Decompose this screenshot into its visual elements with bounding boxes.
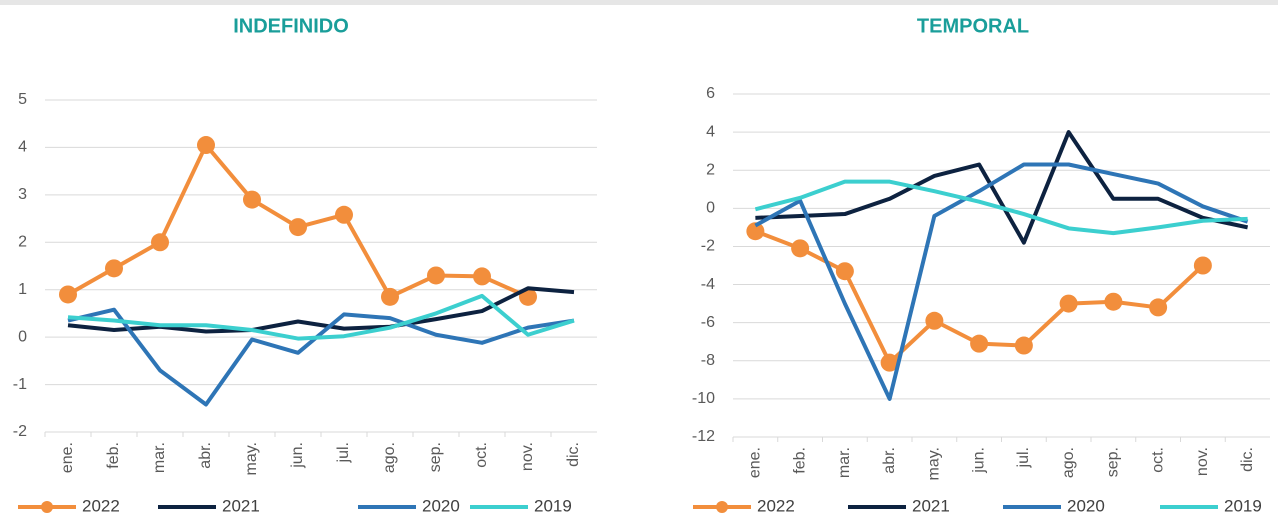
series-line [67, 286, 575, 334]
x-tick-label: may. [243, 442, 260, 475]
series-marker [289, 218, 307, 237]
x-tick-label: jul. [1015, 447, 1032, 468]
y-tick-label: -4 [701, 276, 715, 293]
series-marker [151, 233, 169, 252]
legend-marker [41, 501, 53, 513]
x-tick-label: mar. [151, 442, 168, 473]
series-marker [427, 266, 445, 285]
x-tick-label: abr. [197, 442, 214, 469]
series-marker [791, 239, 810, 258]
x-tick-label: jul. [335, 442, 352, 463]
y-tick-label: -8 [701, 352, 715, 369]
chart: INDEFINIDO -2 -1 0 1 2 3 4 5 ene. feb. mar. abr. may.… [13, 15, 597, 515]
series-marker [1104, 292, 1123, 311]
x-tick-label: may. [926, 447, 943, 480]
x-tick-label: nov. [519, 442, 536, 471]
x-tick-label: dic. [1239, 447, 1256, 472]
series-marker [473, 267, 491, 286]
chart: TEMPORAL -12 -10 -8 -6 -4 -2 0 2 4 6 ene. feb. mar. ab… [692, 15, 1270, 515]
top-bar [0, 0, 1278, 5]
legend-label: 2022 [757, 496, 795, 515]
x-tick-label: jun. [289, 442, 306, 469]
y-tick-label: -2 [701, 238, 715, 255]
series-marker [925, 311, 944, 330]
series-marker [105, 259, 123, 278]
chart-title: TEMPORAL [917, 15, 1029, 37]
series-marker [970, 334, 989, 353]
legend-label: 2019 [534, 496, 572, 515]
series-marker [381, 287, 399, 306]
legend-label: 2020 [1067, 496, 1105, 515]
x-tick-label: ago. [1060, 447, 1077, 478]
x-tick-label: dic. [565, 442, 582, 467]
series-marker [335, 205, 353, 224]
x-tick-label: feb. [791, 447, 808, 474]
x-tick-label: ene. [747, 447, 764, 478]
y-tick-label: 5 [18, 91, 27, 108]
x-tick-label: oct. [1149, 447, 1166, 473]
x-tick-label: nov. [1194, 447, 1211, 476]
x-tick-label: sep. [1105, 447, 1122, 477]
x-tick-label: abr. [881, 447, 898, 474]
series-marker [59, 285, 77, 304]
series-marker [835, 262, 854, 281]
y-tick-label: 0 [706, 200, 715, 217]
x-tick-label: oct. [473, 442, 490, 468]
series-marker [880, 353, 899, 372]
x-tick-label: sep. [427, 442, 444, 472]
series-marker [1059, 294, 1078, 313]
series-marker [1193, 256, 1212, 275]
series-line [67, 307, 575, 407]
y-tick-label: 6 [706, 85, 715, 102]
series-line [67, 293, 575, 341]
y-tick-label: 4 [18, 139, 27, 156]
legend-label: 2021 [912, 496, 950, 515]
chart-title: INDEFINIDO [233, 15, 349, 37]
x-tick-label: mar. [836, 447, 853, 478]
y-tick-label: -1 [13, 376, 27, 393]
series-line [754, 179, 1248, 236]
series-marker [197, 136, 215, 155]
legend-label: 2021 [222, 496, 260, 515]
x-tick-label: feb. [105, 442, 122, 469]
y-tick-label: -6 [701, 314, 715, 331]
y-tick-label: 3 [18, 186, 27, 203]
series-marker [1014, 336, 1033, 355]
y-tick-label: 0 [18, 328, 27, 345]
y-tick-label: 2 [18, 234, 27, 251]
y-tick-label: -10 [692, 390, 715, 407]
series-line [754, 162, 1249, 401]
x-tick-label: jun. [970, 447, 987, 474]
series-marker [1149, 298, 1168, 317]
legend-label: 2022 [82, 496, 120, 515]
y-tick-label: 4 [706, 123, 715, 140]
series-line [755, 130, 1249, 245]
series-marker [746, 222, 765, 241]
y-tick-label: 1 [18, 281, 27, 298]
series-marker [243, 190, 261, 209]
y-tick-label: -12 [692, 428, 715, 445]
legend-label: 2019 [1224, 496, 1262, 515]
legend-label: 2020 [422, 496, 460, 515]
y-tick-label: 2 [706, 161, 715, 178]
x-tick-label: ene. [59, 442, 76, 473]
y-tick-label: -2 [13, 423, 27, 440]
x-tick-label: ago. [381, 442, 398, 473]
legend-marker [716, 501, 728, 513]
